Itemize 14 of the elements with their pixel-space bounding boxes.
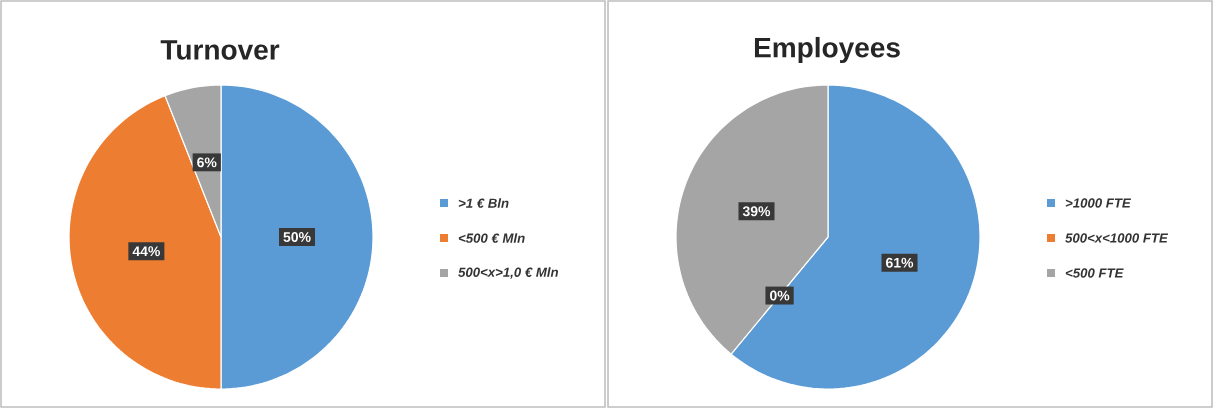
data-label: 50% xyxy=(283,232,311,242)
legend-label: >1000 FTE xyxy=(1065,198,1132,208)
legend-label: 500<x>1,0 € Mln xyxy=(458,267,559,279)
data-label: 61% xyxy=(886,257,914,268)
legend-label: 500<x<1000 FTE xyxy=(1065,233,1169,243)
data-label: 44% xyxy=(132,246,160,257)
chart-title: Turnover xyxy=(160,40,280,60)
text: 0% xyxy=(770,290,790,301)
legend-label: >1 € Bln xyxy=(458,198,509,208)
chart-title: Employees xyxy=(754,36,900,64)
data-label: 39% xyxy=(742,206,771,217)
legend-label: <500 € Mln xyxy=(458,233,525,243)
data-label: 6% xyxy=(197,157,217,168)
legend-label: <500 FTE xyxy=(1065,268,1124,278)
